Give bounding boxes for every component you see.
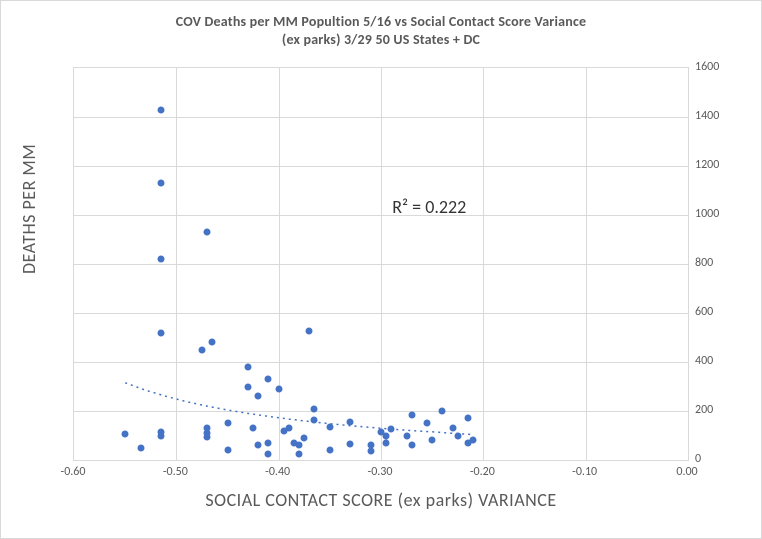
data-point — [265, 376, 272, 383]
gridline-h — [74, 411, 688, 412]
data-point — [255, 442, 262, 449]
data-point — [408, 442, 415, 449]
data-point — [408, 411, 415, 418]
data-point — [265, 439, 272, 446]
data-point — [326, 423, 333, 430]
y-axis-label: DEATHS PER MM — [18, 250, 40, 274]
plot-area — [73, 67, 689, 461]
data-point — [296, 450, 303, 457]
y-tick-label: 0 — [695, 452, 745, 466]
data-point — [265, 450, 272, 457]
y-tick-label: 1400 — [695, 109, 745, 123]
data-point — [301, 434, 308, 441]
data-point — [285, 425, 292, 432]
data-point — [383, 432, 390, 439]
data-point — [464, 415, 471, 422]
x-tick-label: -0.40 — [248, 465, 308, 479]
y-tick-label: 200 — [695, 403, 745, 417]
gridline-h — [74, 215, 688, 216]
data-point — [157, 432, 164, 439]
data-point — [244, 363, 251, 370]
data-point — [326, 447, 333, 454]
data-point — [424, 420, 431, 427]
data-point — [209, 339, 216, 346]
data-point — [157, 106, 164, 113]
y-tick-label: 600 — [695, 305, 745, 319]
data-point — [347, 441, 354, 448]
data-point — [367, 448, 374, 455]
x-tick-label: -0.60 — [43, 465, 103, 479]
data-point — [275, 385, 282, 392]
data-point — [224, 447, 231, 454]
data-point — [311, 416, 318, 423]
data-point — [449, 425, 456, 432]
x-tick-label: -0.30 — [350, 465, 410, 479]
data-point — [454, 432, 461, 439]
y-tick-label: 1000 — [695, 207, 745, 221]
data-point — [137, 444, 144, 451]
x-tick-label: -0.50 — [145, 465, 205, 479]
data-point — [198, 346, 205, 353]
y-tick-label: 400 — [695, 354, 745, 368]
r-squared-label: R² = 0.222 — [392, 196, 466, 218]
data-point — [306, 328, 313, 335]
chart-title-line2: (ex parks) 3/29 50 US States + DC — [1, 31, 761, 49]
gridline-h — [74, 313, 688, 314]
data-point — [157, 256, 164, 263]
gridline-h — [74, 166, 688, 167]
data-point — [122, 430, 129, 437]
data-point — [470, 437, 477, 444]
data-point — [204, 229, 211, 236]
chart-title: COV Deaths per MM Popultion 5/16 vs Soci… — [1, 13, 761, 48]
data-point — [250, 425, 257, 432]
data-point — [157, 329, 164, 336]
data-point — [204, 433, 211, 440]
gridline-h — [74, 117, 688, 118]
data-point — [403, 432, 410, 439]
chart-container: COV Deaths per MM Popultion 5/16 vs Soci… — [0, 0, 762, 539]
data-point — [244, 383, 251, 390]
x-tick-label: 0.00 — [657, 465, 717, 479]
gridline-h — [74, 362, 688, 363]
data-point — [429, 437, 436, 444]
data-point — [296, 442, 303, 449]
data-point — [347, 419, 354, 426]
data-point — [388, 426, 395, 433]
y-tick-label: 800 — [695, 256, 745, 270]
data-point — [157, 180, 164, 187]
x-tick-label: -0.10 — [555, 465, 615, 479]
data-point — [439, 408, 446, 415]
y-tick-label: 1200 — [695, 158, 745, 172]
x-axis-label: SOCIAL CONTACT SCORE (ex parks) VARIANCE — [1, 489, 761, 511]
data-point — [224, 420, 231, 427]
data-point — [311, 405, 318, 412]
chart-title-line1: COV Deaths per MM Popultion 5/16 vs Soci… — [1, 13, 761, 31]
data-point — [255, 393, 262, 400]
x-tick-label: -0.20 — [452, 465, 512, 479]
y-tick-label: 1600 — [695, 60, 745, 74]
data-point — [383, 439, 390, 446]
gridline-h — [74, 264, 688, 265]
